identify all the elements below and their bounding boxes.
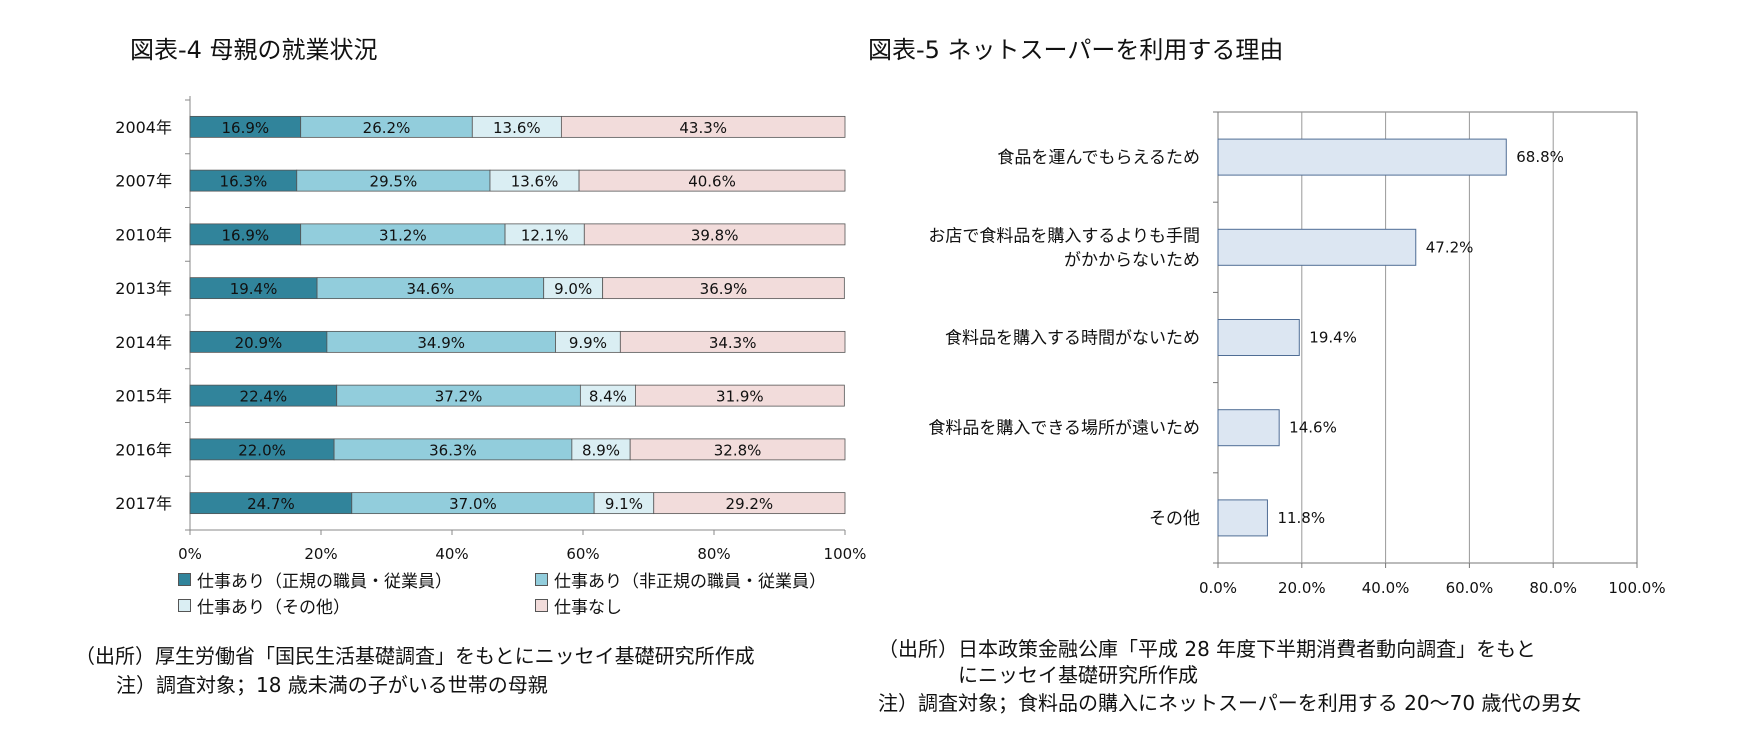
data-label: 13.6%: [493, 119, 541, 137]
x-tick-label: 80.0%: [1529, 579, 1577, 597]
x-tick-label: 0%: [178, 545, 202, 563]
data-label: 13.6%: [511, 173, 559, 191]
category-label: 2016年: [115, 440, 172, 459]
data-label: 16.3%: [220, 173, 268, 191]
bar-segment: [602, 277, 845, 300]
data-label: 34.3%: [709, 334, 757, 352]
data-label: 36.9%: [700, 280, 748, 298]
legend-label: 仕事あり（その他）: [197, 598, 350, 618]
category-label: 食品を運んでもらえるため: [997, 148, 1200, 168]
data-label: 11.8%: [1277, 509, 1325, 527]
bar: [1217, 319, 1300, 356]
bar: [1217, 228, 1417, 266]
data-label: 34.6%: [407, 280, 455, 298]
category-label: 2010年: [115, 225, 172, 244]
data-label: 32.8%: [714, 441, 762, 459]
bar-segment: [629, 438, 846, 461]
data-label: 31.9%: [716, 388, 764, 406]
data-label: 19.4%: [230, 280, 278, 298]
data-label: 22.4%: [240, 388, 288, 406]
data-label: 16.9%: [222, 119, 270, 137]
x-tick-label: 20.0%: [1278, 579, 1326, 597]
data-label: 43.3%: [679, 119, 727, 137]
category-label: がかからないため: [1064, 250, 1200, 270]
bar: [1217, 409, 1280, 447]
category-label: 2017年: [115, 494, 172, 513]
data-label: 8.4%: [589, 388, 627, 406]
category-label: 食料品を購入できる場所が遠いため: [928, 419, 1200, 439]
bar-segment: [560, 115, 846, 138]
data-label: 39.8%: [691, 226, 739, 244]
data-label: 34.9%: [417, 334, 465, 352]
legend-swatch: [535, 599, 548, 612]
x-tick-label: 0.0%: [1199, 579, 1237, 597]
category-label: 食料品を購入する時間がないため: [945, 329, 1200, 349]
data-label: 37.2%: [435, 388, 483, 406]
bar-segment: [653, 492, 846, 515]
data-label: 9.0%: [554, 280, 592, 298]
bar: [1217, 499, 1268, 537]
category-label: 2007年: [115, 172, 172, 191]
x-tick-label: 60.0%: [1446, 579, 1494, 597]
legend-swatch: [535, 573, 548, 586]
x-tick-label: 20%: [304, 545, 337, 563]
bar-segment: [578, 169, 846, 192]
category-label: お店で食料品を購入するよりも手間: [928, 226, 1200, 246]
data-label: 9.1%: [605, 495, 643, 513]
fig5-source-note-cont: にニッセイ基礎研究所作成: [958, 663, 1198, 687]
legend-label: 仕事あり（正規の職員・従業員）: [197, 572, 452, 592]
bar-segment: [619, 330, 846, 353]
legend-swatch: [178, 573, 191, 586]
data-label: 22.0%: [238, 441, 286, 459]
data-label: 9.9%: [569, 334, 607, 352]
fig4-source-note: （出所）厚生労働省「国民生活基礎調査」をもとにニッセイ基礎研究所作成: [75, 644, 755, 668]
data-label: 37.0%: [449, 495, 497, 513]
x-tick-label: 100%: [824, 545, 867, 563]
x-tick-label: 40%: [435, 545, 468, 563]
category-label: 2004年: [115, 118, 172, 137]
data-label: 47.2%: [1426, 238, 1474, 256]
legend-item: 仕事あり（非正規の職員・従業員）: [535, 567, 826, 592]
x-tick-label: 80%: [697, 545, 730, 563]
category-label: 2014年: [115, 333, 172, 352]
data-label: 12.1%: [521, 226, 569, 244]
legend-item: 仕事あり（その他）: [178, 593, 350, 618]
bar-segment: [583, 223, 846, 246]
data-label: 40.6%: [688, 173, 736, 191]
data-label: 26.2%: [363, 119, 411, 137]
data-label: 19.4%: [1309, 329, 1357, 347]
x-tick-label: 60%: [566, 545, 599, 563]
data-label: 31.2%: [379, 226, 427, 244]
x-tick-label: 100.0%: [1608, 579, 1665, 597]
category-label: 2015年: [115, 387, 172, 406]
data-label: 36.3%: [429, 441, 477, 459]
legend-label: 仕事なし: [554, 598, 622, 618]
data-label: 68.8%: [1516, 148, 1564, 166]
legend-swatch: [178, 599, 191, 612]
x-tick-label: 40.0%: [1362, 579, 1410, 597]
data-label: 8.9%: [582, 441, 620, 459]
fig4-target-note: 注）調査対象；18 歳未満の子がいる世帯の母親: [116, 673, 548, 697]
fig5-target-note: 注）調査対象；食料品の購入にネットスーパーを利用する 20～70 歳代の男女: [878, 691, 1582, 715]
fig5-title: 図表-5 ネットスーパーを利用する理由: [868, 36, 1284, 64]
category-label: 2013年: [115, 279, 172, 298]
data-label: 29.5%: [370, 173, 418, 191]
legend-item: 仕事なし: [535, 593, 622, 618]
legend-label: 仕事あり（非正規の職員・従業員）: [554, 572, 826, 592]
bar-segment: [635, 384, 845, 407]
data-label: 16.9%: [222, 226, 270, 244]
legend-item: 仕事あり（正規の職員・従業員）: [178, 567, 452, 592]
category-label: その他: [1149, 509, 1200, 529]
fig4-title: 図表-4 母親の就業状況: [130, 36, 378, 64]
fig5-source-note: （出所）日本政策金融公庫「平成 28 年度下半期消費者動向調査」をもと: [878, 637, 1536, 661]
data-label: 24.7%: [247, 495, 295, 513]
data-label: 14.6%: [1289, 419, 1337, 437]
data-label: 29.2%: [726, 495, 774, 513]
bar: [1217, 138, 1507, 176]
data-label: 20.9%: [235, 334, 283, 352]
